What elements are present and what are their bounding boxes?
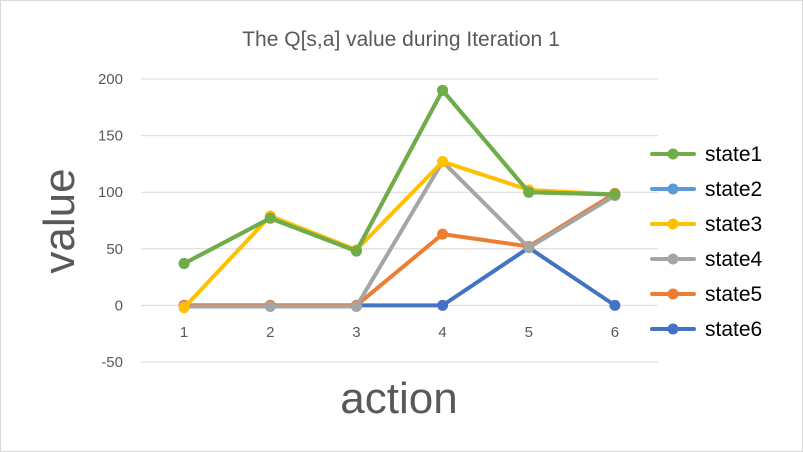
legend-swatch-marker xyxy=(667,323,679,335)
data-point-state5 xyxy=(437,228,449,240)
data-point-state6 xyxy=(609,299,621,311)
data-point-state4 xyxy=(523,242,535,254)
data-point-state1 xyxy=(350,245,362,257)
data-point-state1 xyxy=(178,258,190,270)
x-tick-label: 1 xyxy=(180,324,188,341)
y-tick-label: 0 xyxy=(115,297,123,314)
legend-label: state3 xyxy=(705,213,762,236)
legend-label: state6 xyxy=(705,318,762,341)
legend-label: state2 xyxy=(705,178,762,201)
series-state6 xyxy=(178,242,621,311)
data-point-state6 xyxy=(437,299,449,311)
legend-label: state5 xyxy=(705,283,762,306)
x-tick-label: 6 xyxy=(611,324,619,341)
y-tick-label: 100 xyxy=(98,184,123,201)
legend: state1 state2 state3 state4 state5 state6 xyxy=(650,143,763,341)
x-tick-label: 3 xyxy=(352,324,360,341)
y-tick-label: 150 xyxy=(98,128,123,145)
data-point-state4 xyxy=(350,301,362,313)
series-line-state5 xyxy=(182,191,617,308)
legend-entry-state4: state4 xyxy=(650,248,763,271)
gridlines xyxy=(141,78,658,363)
data-point-state4 xyxy=(264,301,276,313)
legend-swatch-marker xyxy=(667,253,679,265)
legend-label: state4 xyxy=(705,248,763,271)
y-tick-label: -50 xyxy=(101,354,123,371)
data-point-state3 xyxy=(437,156,449,168)
chart-title: The Q[s,a] value during Iteration 1 xyxy=(242,28,560,51)
data-point-state1 xyxy=(264,212,276,224)
series-line-state4 xyxy=(182,159,617,309)
series-lines xyxy=(178,84,621,314)
legend-entry-state2: state2 xyxy=(650,178,762,201)
x-tick-label: 4 xyxy=(438,324,446,341)
legend-entry-state5: state5 xyxy=(650,283,762,306)
legend-entry-state3: state3 xyxy=(650,213,762,236)
legend-label: state1 xyxy=(705,143,762,166)
y-tick-label: 50 xyxy=(106,241,123,258)
legend-swatch-marker xyxy=(667,288,679,300)
legend-swatch-marker xyxy=(667,183,679,195)
y-axis-title: value xyxy=(35,168,84,273)
legend-entry-state1: state1 xyxy=(650,143,762,166)
data-point-state1 xyxy=(609,188,621,200)
x-axis-ticks: 1 2 3 4 5 6 xyxy=(180,324,619,341)
series-line-state1 xyxy=(182,88,617,266)
legend-swatch-marker xyxy=(667,148,679,160)
legend-swatch-marker xyxy=(667,218,679,230)
data-point-state1 xyxy=(437,84,449,96)
data-point-state3 xyxy=(178,302,190,314)
series-state1 xyxy=(178,84,621,270)
x-tick-label: 5 xyxy=(525,324,533,341)
series-line-state6 xyxy=(182,245,617,308)
x-tick-label: 2 xyxy=(266,324,274,341)
series-state4 xyxy=(178,156,621,313)
y-axis-ticks: -50 0 50 100 150 200 xyxy=(98,71,123,371)
y-tick-label: 200 xyxy=(98,71,123,88)
x-axis-title: action xyxy=(340,374,457,423)
data-point-state1 xyxy=(523,186,535,198)
legend-entry-state6: state6 xyxy=(650,318,762,341)
